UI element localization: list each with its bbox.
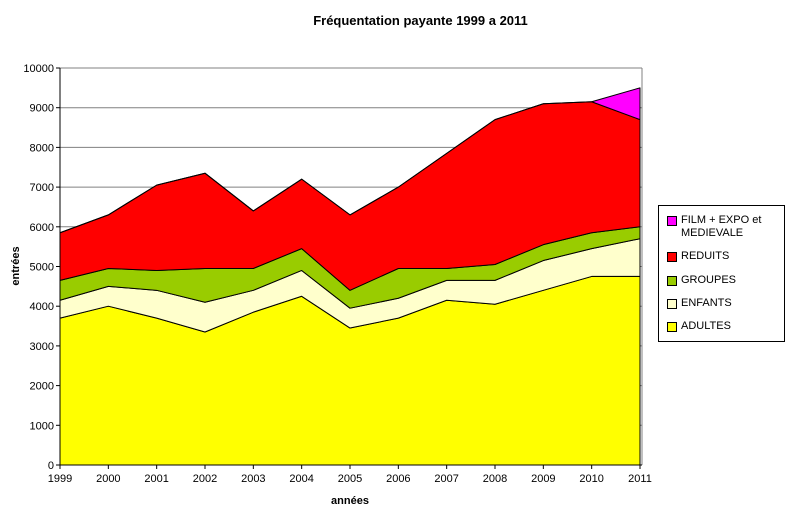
y-tick-label: 10000 [23, 63, 54, 75]
legend-item-reduits: REDUITS [667, 250, 782, 263]
x-tick-label: 2003 [241, 473, 265, 485]
legend-item-film-expo-medievale: FILM + EXPO et MEDIEVALE [667, 214, 782, 240]
area-film-expo-et-medievale [59, 87, 641, 234]
x-tick-label: 2000 [96, 473, 120, 485]
legend-swatch-adultes-icon [667, 322, 677, 332]
legend-label-film-expo-medievale: FILM + EXPO et MEDIEVALE [681, 214, 762, 239]
x-tick-label: 2002 [193, 473, 217, 485]
x-axis-title: années [331, 495, 369, 507]
x-tick-label: 2009 [531, 473, 555, 485]
x-tick-label: 1999 [48, 473, 72, 485]
legend-item-adultes: ADULTES [667, 320, 782, 333]
y-tick-label: 8000 [30, 142, 54, 154]
legend-label-reduits: REDUITS [681, 250, 730, 263]
y-tick-label: 7000 [30, 182, 54, 194]
y-tick-label: 5000 [30, 262, 54, 274]
legend-item-enfants: ENFANTS [667, 297, 782, 310]
legend-label-groupes: GROUPES [681, 273, 737, 286]
x-tick-label: 2006 [386, 473, 410, 485]
legend-label-adultes: ADULTES [681, 320, 731, 332]
y-tick-label: 6000 [30, 222, 54, 234]
chart-title: Fréquentation payante 1999 a 2011 [313, 13, 528, 28]
x-tick-label: 2011 [628, 473, 652, 485]
legend-item-groupes: GROUPES [667, 274, 782, 287]
x-tick-label: 2007 [434, 473, 458, 485]
y-tick-label: 3000 [30, 341, 54, 353]
x-tick-label: 2010 [579, 473, 603, 485]
legend-label-enfants: ENFANTS [681, 296, 732, 309]
legend: FILM + EXPO et MEDIEVALE REDUITS GROUPES EN… [658, 205, 785, 342]
y-tick-label: 4000 [30, 301, 54, 313]
y-tick-label: 2000 [30, 381, 54, 393]
legend-swatch-enfants-icon [667, 298, 677, 309]
x-tick-label: 2008 [483, 473, 507, 485]
x-tick-label: 2001 [144, 473, 168, 485]
y-tick-label: 1000 [30, 420, 54, 432]
y-tick-label: 0 [48, 460, 54, 472]
legend-swatch-groupes-icon [667, 275, 677, 286]
legend-swatch-reduits-icon [667, 252, 677, 263]
legend-swatch-film-expo-medievale-icon [667, 216, 677, 226]
x-tick-label: 2005 [338, 473, 362, 485]
y-tick-label: 9000 [30, 103, 54, 115]
y-axis-title: entrées [10, 246, 22, 286]
x-tick-label: 2004 [289, 473, 313, 485]
